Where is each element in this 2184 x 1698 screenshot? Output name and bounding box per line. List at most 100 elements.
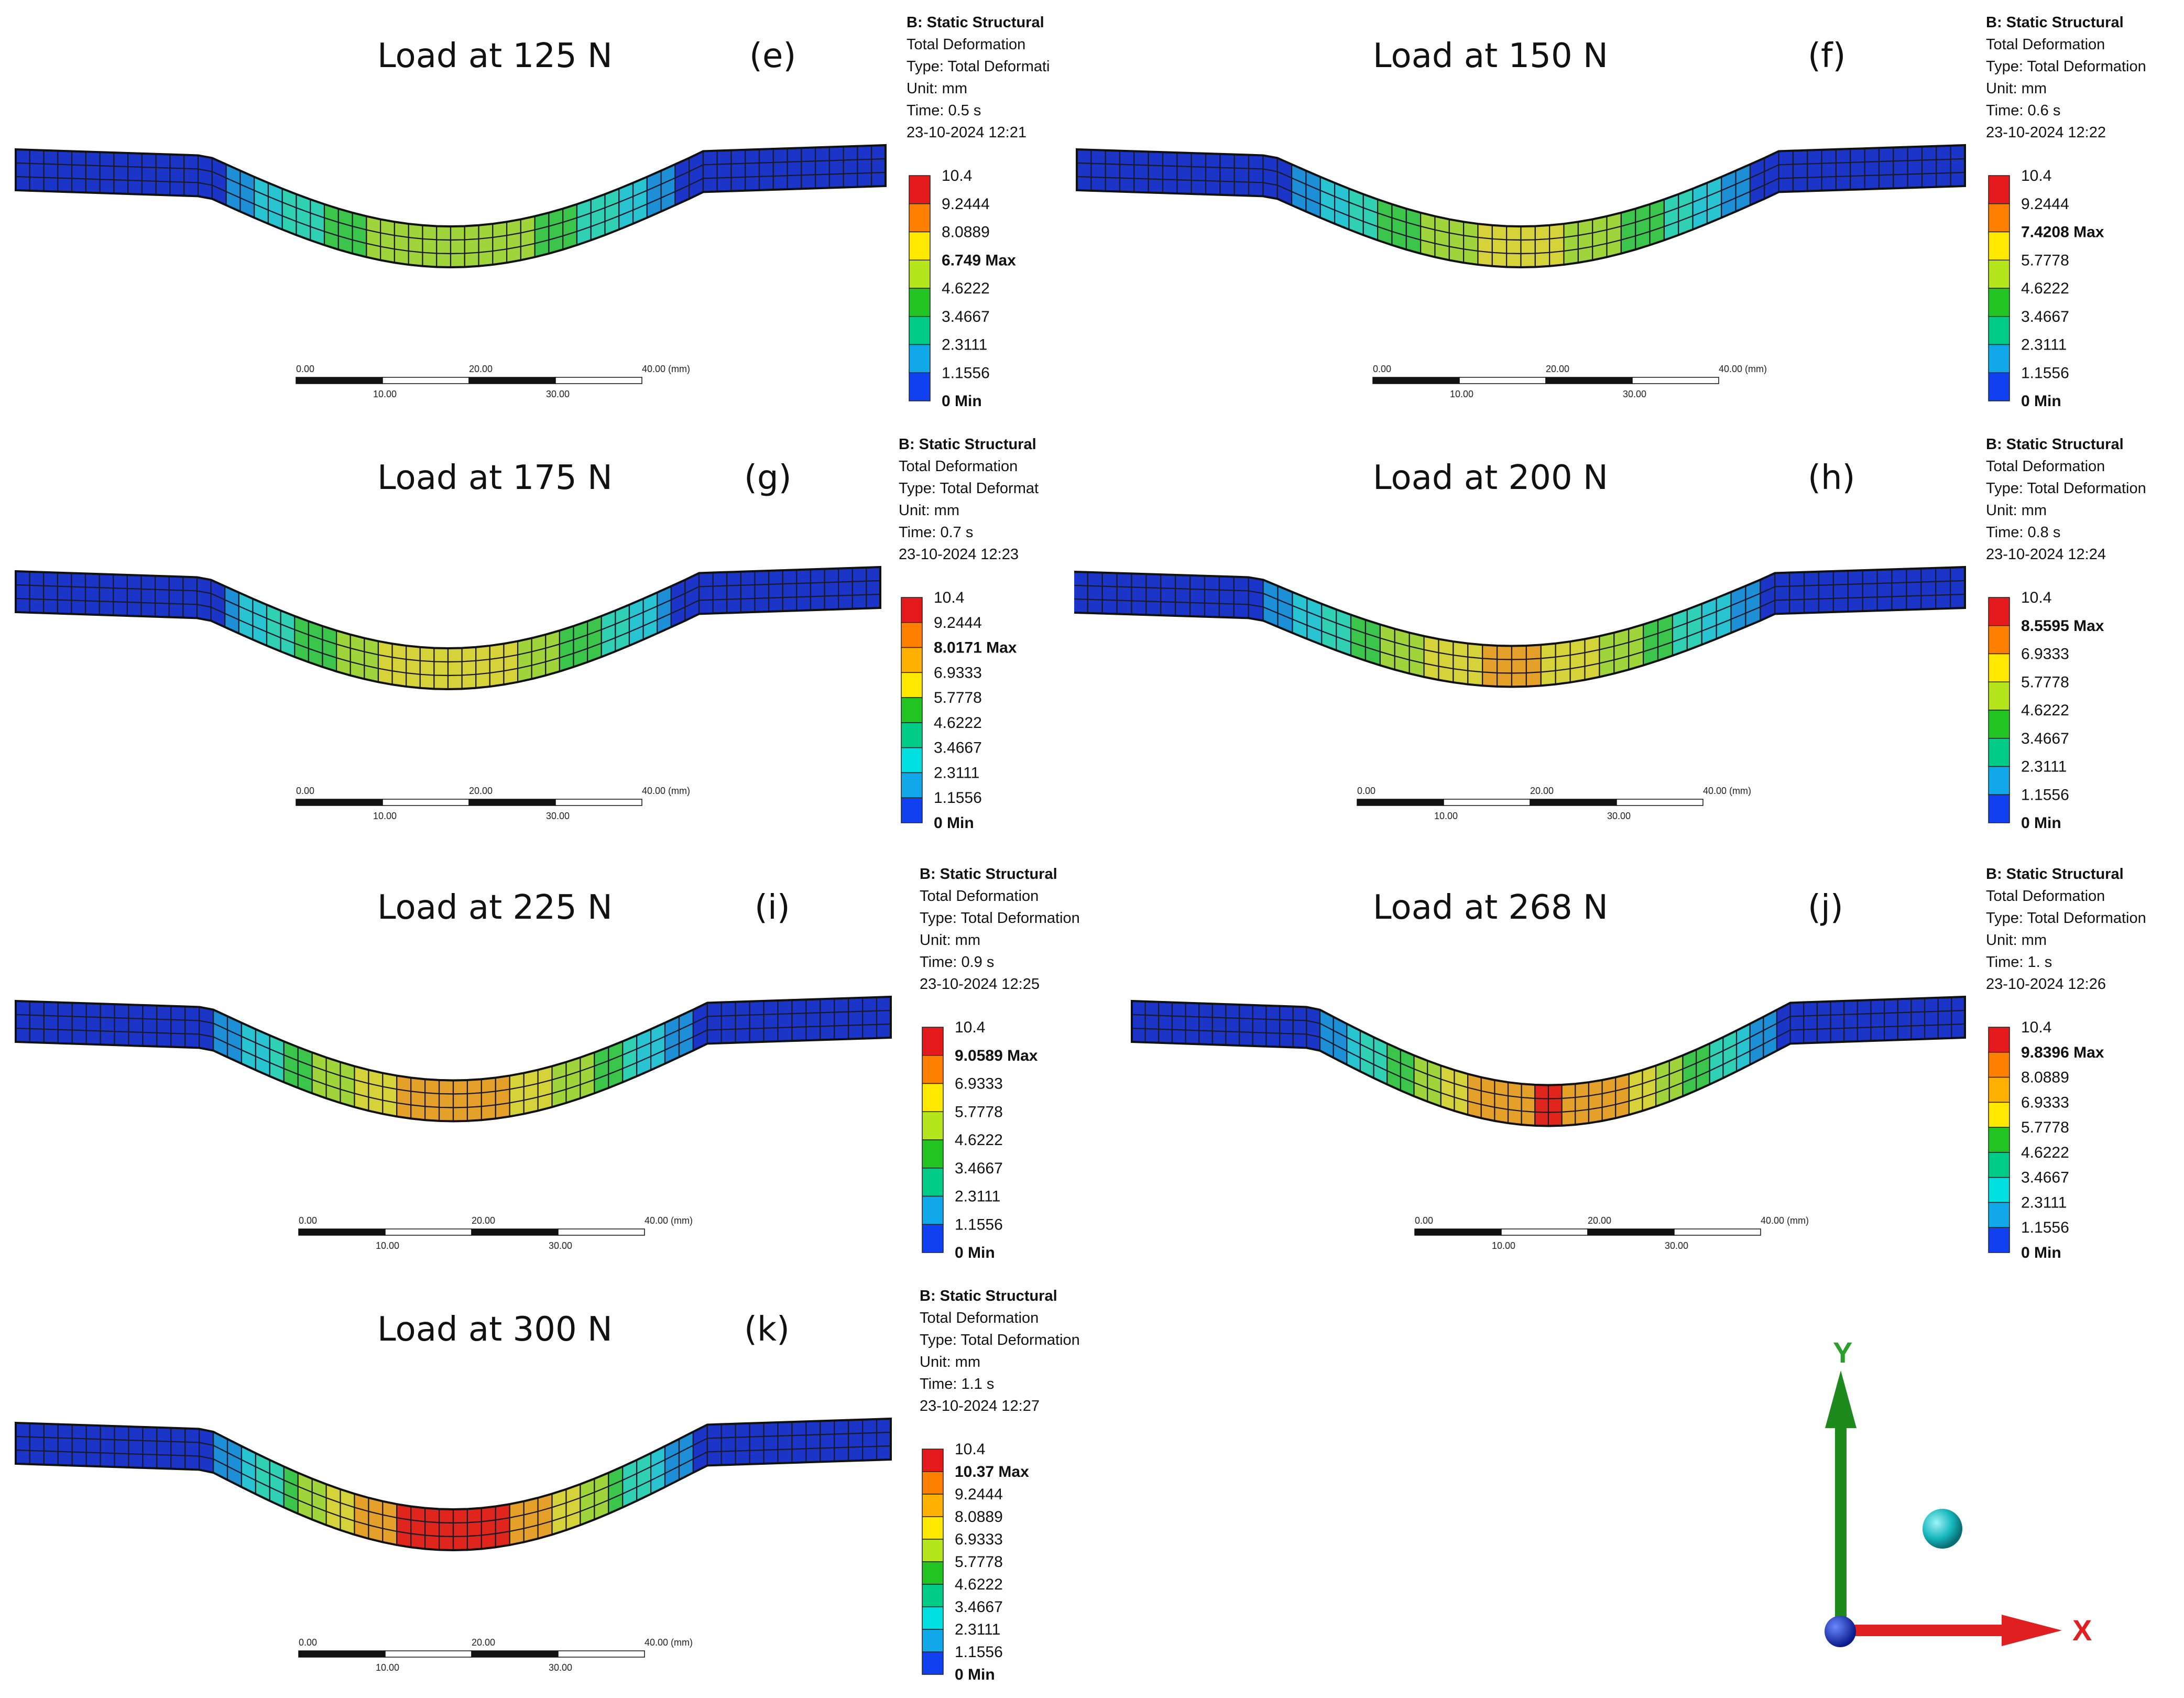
mesh-element [57, 164, 73, 179]
mesh-element [447, 661, 463, 677]
mesh-element [1116, 572, 1132, 588]
mesh-element [848, 1419, 864, 1434]
mesh-element [1265, 1018, 1281, 1034]
mesh-element [170, 1032, 186, 1048]
legend-swatch [922, 1055, 944, 1084]
mesh-element [424, 1092, 440, 1108]
legend-label: 5.7778 [2021, 673, 2069, 691]
mesh-element [184, 1019, 200, 1035]
mesh-element [1198, 1030, 1213, 1046]
mesh-element [1862, 596, 1878, 612]
mesh-element [184, 1441, 200, 1457]
mesh-element [876, 1445, 892, 1461]
mesh-element [155, 167, 171, 182]
mesh-element [848, 1446, 864, 1462]
mesh-element [1921, 159, 1937, 175]
mesh-element [749, 1422, 765, 1438]
mesh-element [834, 997, 849, 1013]
mesh-element [113, 152, 129, 168]
info-line3: Unit: mm [1986, 502, 2047, 519]
mesh-element [1897, 998, 1912, 1014]
mesh-element [1893, 173, 1908, 189]
mesh-element [168, 603, 184, 618]
mesh-element [834, 1446, 849, 1462]
mesh-element [84, 600, 100, 616]
mesh-element [810, 595, 825, 611]
scale-label: 10.00 [1434, 811, 1458, 821]
mesh-element [815, 173, 831, 189]
legend-swatch [1988, 766, 2010, 795]
legend-swatch [1988, 1052, 2010, 1078]
mesh-element [410, 1519, 426, 1536]
mesh-element [140, 602, 156, 617]
mesh-element [745, 148, 760, 164]
mesh-element [99, 151, 115, 167]
mesh-element [141, 180, 157, 195]
mesh-element [698, 585, 714, 601]
mesh-element [1884, 1012, 1898, 1028]
mesh-element [758, 161, 774, 178]
legend-swatch [909, 288, 931, 317]
mesh-element [1265, 1032, 1281, 1048]
panel-title: Load at 150 N [1373, 37, 1608, 75]
mesh-element [1506, 225, 1522, 241]
mesh-element [466, 1092, 482, 1108]
mesh-element [1145, 587, 1162, 603]
scale-segment [382, 377, 469, 384]
mesh-element [1160, 601, 1176, 617]
mesh-element [184, 1006, 200, 1021]
mesh-element [1789, 1015, 1805, 1031]
mesh-element [128, 1425, 144, 1442]
mesh-element [866, 593, 881, 609]
mesh-element [777, 1013, 793, 1029]
info-line2: Type: Total Deformation [920, 1332, 1080, 1348]
mesh-element [433, 661, 449, 677]
mesh-element [1076, 148, 1092, 165]
mesh-element [170, 1427, 186, 1443]
mesh-element [1292, 1033, 1307, 1049]
mesh-element [1807, 176, 1822, 192]
mesh-element [1525, 671, 1542, 688]
mesh-element [1950, 158, 1966, 174]
panel-i: Load at 225 N (i) B: Static Structural Tota… [0, 852, 1080, 1276]
mesh-element [1279, 1032, 1294, 1048]
mesh-element [824, 568, 839, 583]
panel-title: Load at 225 N [377, 888, 613, 927]
scale-label: 30.00 [549, 1240, 572, 1251]
mesh-element [763, 1435, 779, 1451]
mesh-element [15, 1422, 31, 1438]
info-line2: Type: Total Deformation [1986, 910, 2146, 927]
mesh-element [1090, 176, 1106, 192]
scale-segment [1587, 1228, 1675, 1236]
mesh-element [1233, 154, 1250, 169]
mesh-element [1198, 1016, 1213, 1032]
mesh-element [1233, 576, 1249, 592]
mesh-element [85, 1438, 101, 1454]
mesh-element [1561, 1110, 1576, 1127]
mesh-element [170, 1441, 186, 1456]
mesh-element [438, 1522, 454, 1538]
legend-swatch [922, 1516, 944, 1540]
mesh-element [438, 1079, 454, 1095]
mesh-element [127, 166, 143, 182]
mesh-element [862, 1024, 878, 1039]
legend-label: 1.1556 [942, 364, 990, 382]
mesh-element [1936, 172, 1951, 188]
mesh-element [834, 1011, 849, 1027]
mesh-element [436, 225, 452, 241]
info-line1: Total Deformation [899, 458, 1018, 475]
mesh-element [85, 1003, 101, 1018]
mesh-element [1252, 1018, 1267, 1033]
legend-swatch [1988, 1027, 2010, 1053]
mesh-element [1878, 174, 1894, 190]
panel-title: Load at 300 N [377, 1310, 613, 1349]
mesh-element [1175, 601, 1191, 617]
mesh-element [768, 583, 783, 599]
mesh-element [782, 569, 798, 585]
mesh-element [1175, 574, 1191, 590]
mesh-element [730, 149, 746, 165]
mesh-element [1520, 239, 1536, 255]
mesh-element [820, 1433, 835, 1449]
mesh-element [1148, 178, 1164, 194]
panel-letter: (i) [755, 888, 790, 927]
